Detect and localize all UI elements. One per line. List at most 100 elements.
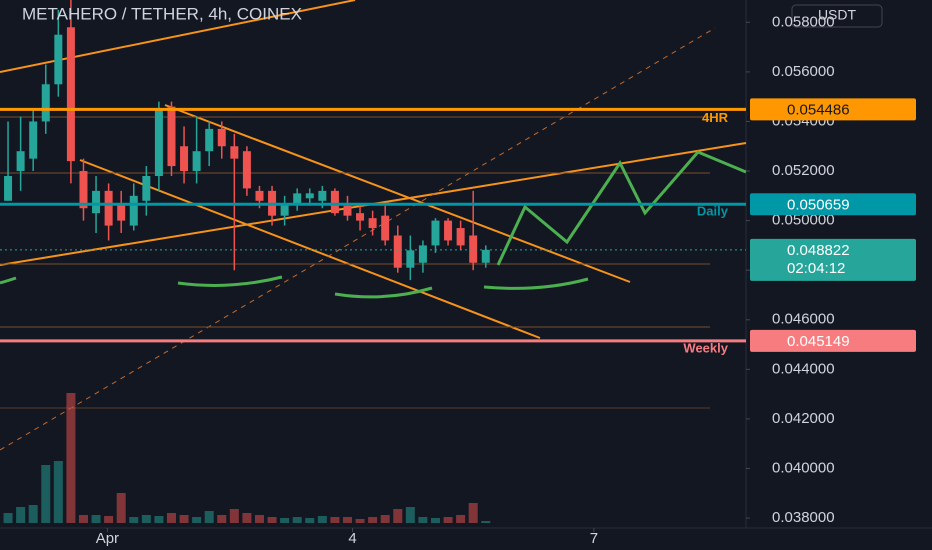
volume-bar [443,517,453,523]
last-price-tag [750,238,916,281]
candle-body [469,235,478,263]
x-tick-label: 7 [590,530,598,547]
currency-label[interactable]: USDT [818,7,857,23]
candle-body [343,205,352,216]
price-tag [750,329,916,352]
volume-bar [380,515,390,523]
candle-body [154,109,163,176]
candle-body [293,193,302,204]
volume-bar [481,521,491,523]
y-tick-label: 0.058000 [772,13,835,30]
volume-bar [468,503,478,523]
candle-body [180,146,189,172]
y-tick-label: 0.044000 [772,360,835,377]
price-line-label: Daily [697,204,729,219]
x-tick-label: Apr [96,530,119,547]
candle-body [305,193,314,199]
volume-bar [405,507,415,523]
volume-bar [229,509,239,523]
volume-bar [78,515,88,523]
candle-body [167,106,176,167]
y-tick-label: 0.056000 [772,63,835,80]
volume-bar [330,517,340,523]
volume-bar [418,517,428,523]
price-tag [750,193,916,216]
candle-body [205,128,214,152]
candle-body [66,27,75,162]
candle-body [192,151,201,172]
y-tick-label: 0.050000 [772,212,835,229]
volume-bar [242,513,252,523]
volume-bar [166,513,176,523]
volume-bar [16,507,26,523]
candle-body [4,176,13,201]
candle-body [406,250,415,268]
support-arc [483,277,589,290]
volume-bar [141,515,151,523]
volume-bar [317,516,327,523]
candle-body [393,235,402,268]
volume-bar [393,509,403,523]
volume-bar [179,515,189,523]
countdown: 02:04:12 [787,260,845,277]
volume-bar [129,517,139,523]
volume-bar [53,461,63,523]
candle-body [117,203,126,221]
volume-bar [292,517,302,523]
volume-bar [204,511,214,523]
candle-body [41,84,50,122]
candle-body [217,128,226,147]
volume-bar [456,515,466,523]
candle-body [431,220,440,246]
currency-badge[interactable] [791,4,883,28]
volume-bar [116,493,126,523]
volume-bar [41,465,51,523]
candle-body [242,151,251,189]
volume-bar [355,519,365,523]
price-tag-value: 0.050659 [787,196,850,213]
candle-body [418,245,427,263]
support-arc [177,275,283,287]
candle-body [230,146,239,159]
last-price-value: 0.048822 [787,242,850,259]
candle-body [255,190,264,201]
volume-bar [342,517,352,523]
price-tag-value: 0.045149 [787,333,850,350]
support-arc [334,286,433,299]
volume-bar [28,505,38,523]
y-tick-label: 0.046000 [772,311,835,328]
candle-body [129,195,138,226]
candle-body [318,190,327,201]
volume-bar [267,517,277,523]
candle-body [356,213,365,221]
volume-bar [280,518,290,523]
volume-bar [192,517,202,523]
y-tick-label: 0.052000 [772,162,835,179]
candle-body [368,218,377,229]
price-tag-value: 0.054486 [787,101,850,118]
y-tick-label: 0.042000 [772,410,835,427]
candle-body [456,228,465,246]
volume-bar [368,517,378,523]
y-tick-label: 0.040000 [772,459,835,476]
price-line-label: 4HR [702,110,729,125]
support-arc [0,276,17,285]
candle-body [142,176,151,201]
candle-body [104,190,113,226]
candle-body [92,190,101,214]
price-tag [750,98,916,121]
chart-title: METAHERO / TETHER, 4h, COINEX [22,4,302,23]
volume-bar [154,516,164,523]
candle-body [381,215,390,241]
candle-body [29,121,38,159]
candle-body [481,249,490,263]
dashed-trend [0,27,716,451]
volume-bar [3,513,13,523]
projection-path [496,150,747,266]
candle-body [330,190,339,214]
volume-bar [430,518,440,523]
volume-bar [66,393,76,523]
volume-bar [305,518,315,523]
volume-bar [104,516,114,523]
